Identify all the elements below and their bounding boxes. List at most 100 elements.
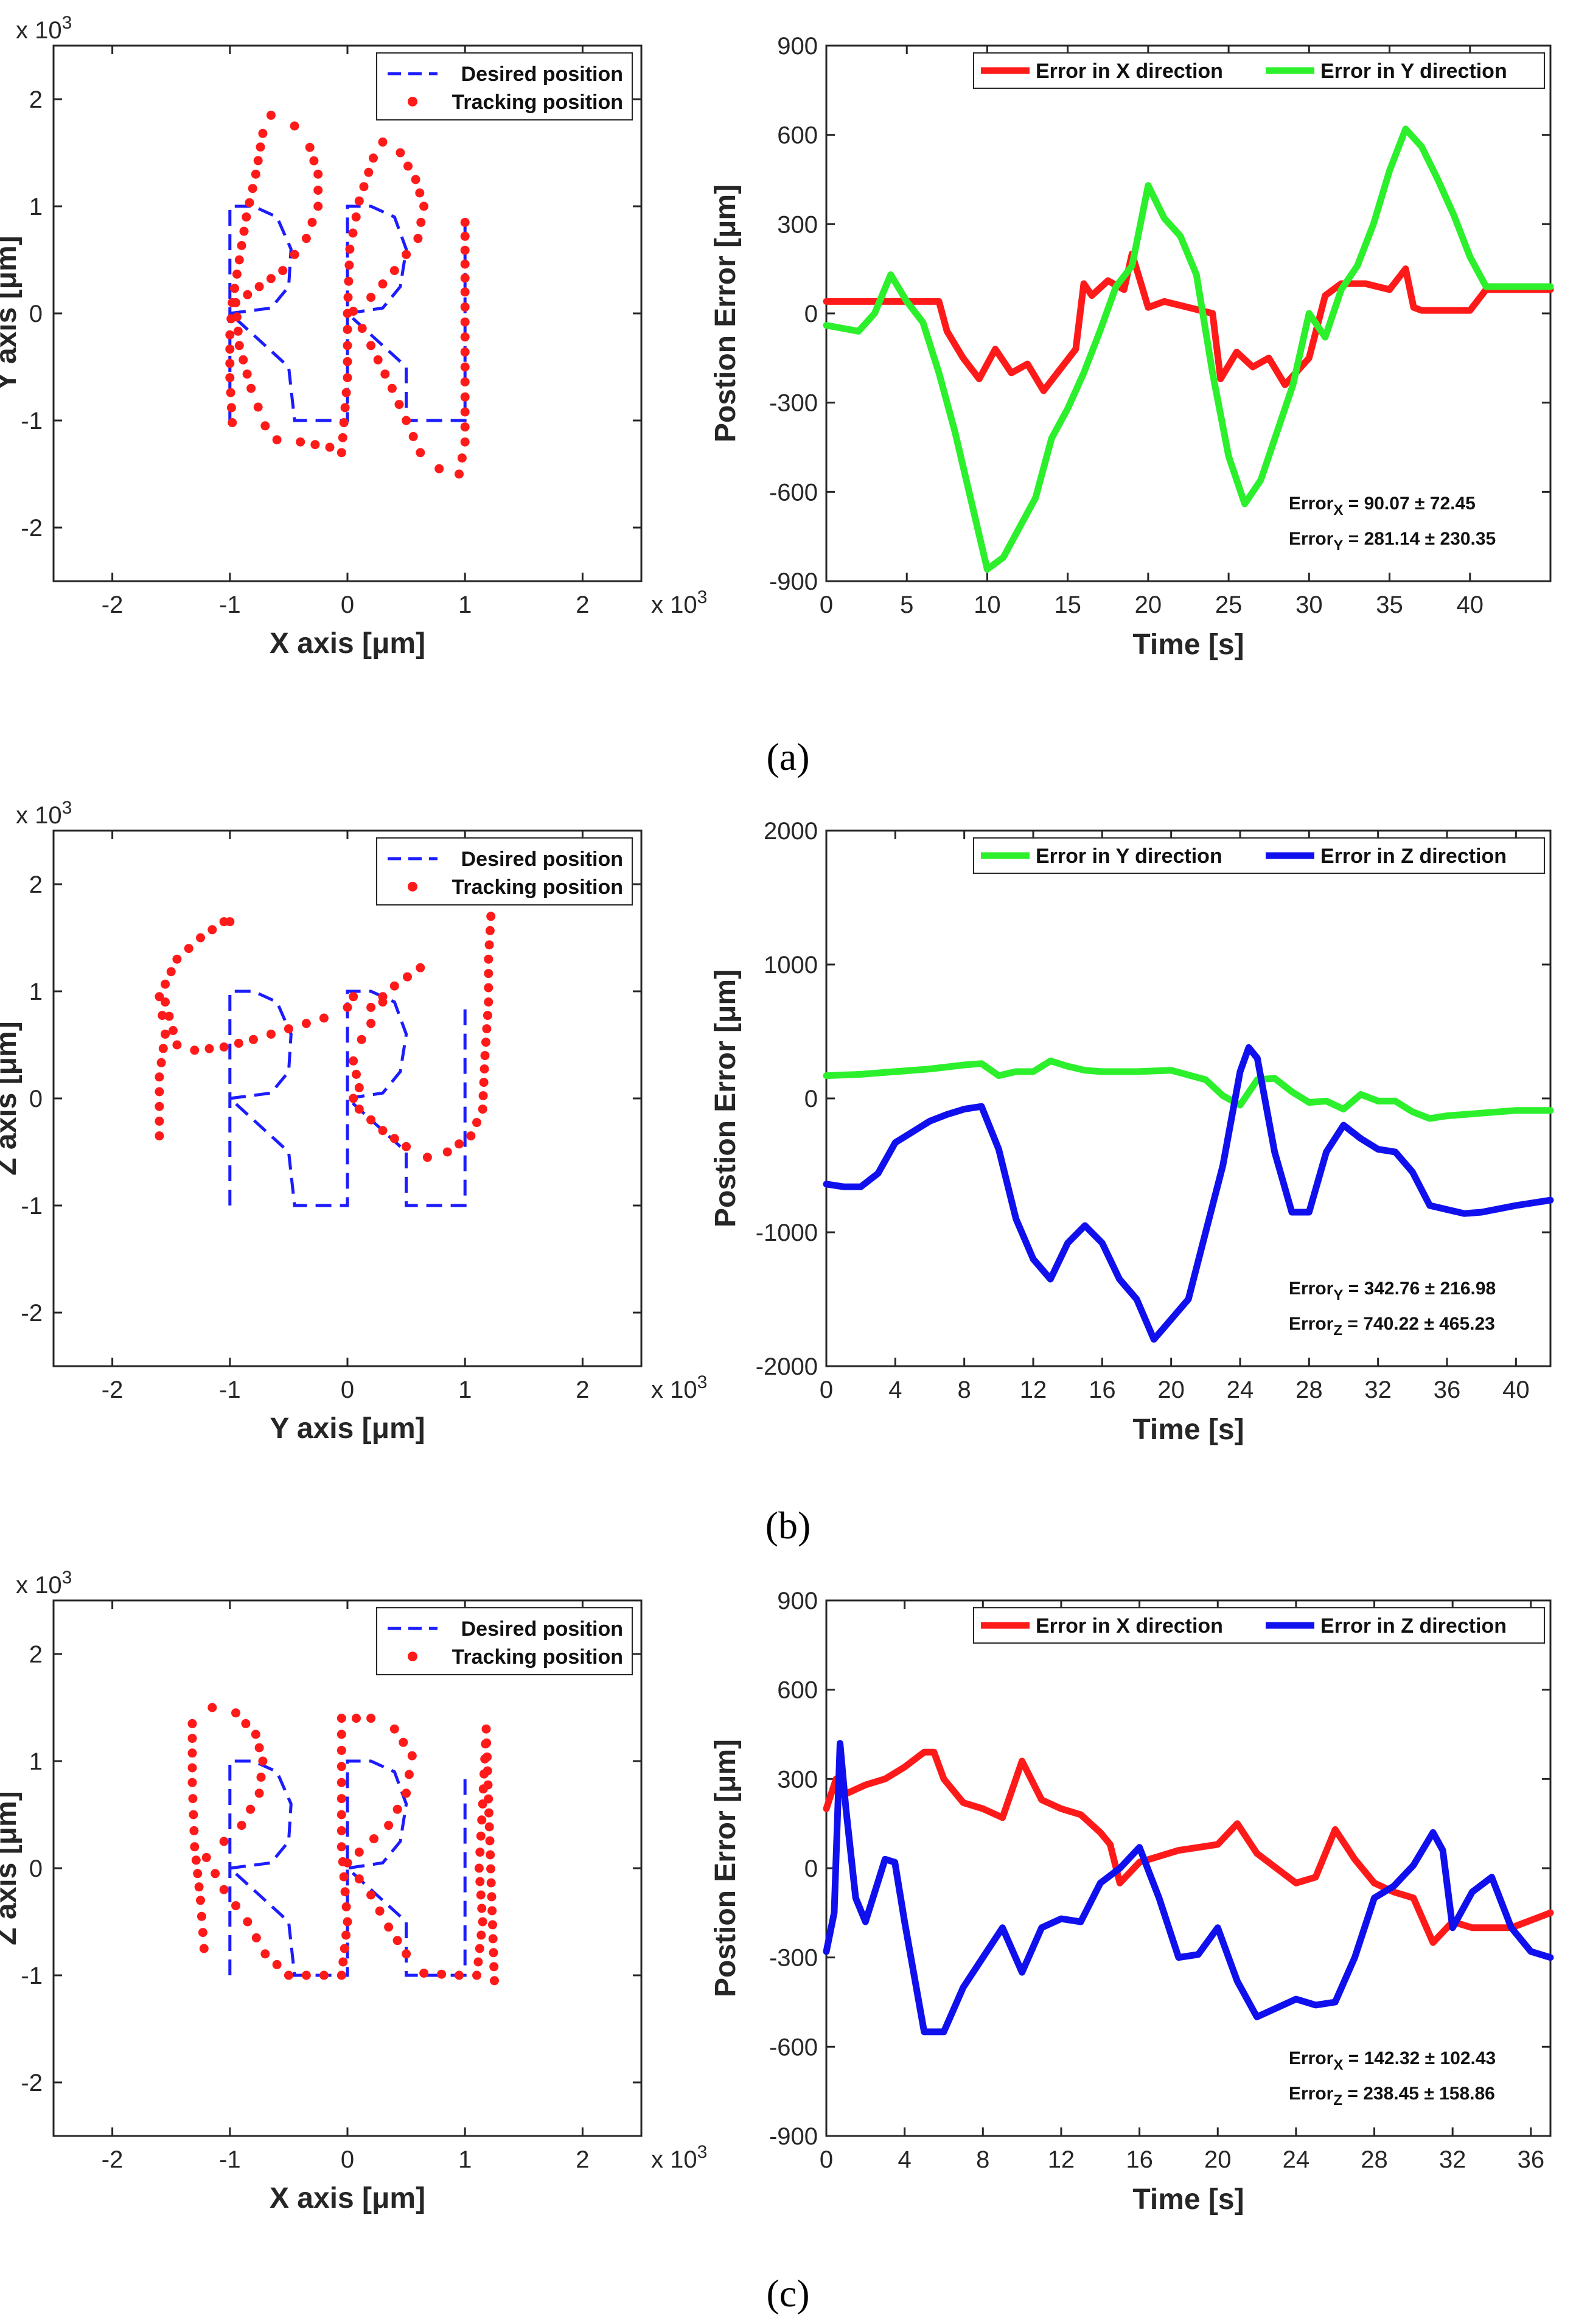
tracking-point <box>478 1917 487 1927</box>
x-exponent-base: x 10 <box>651 591 697 618</box>
tracking-point <box>366 1890 376 1900</box>
series-line-green <box>823 1057 1554 1122</box>
tracking-point <box>336 1970 346 1980</box>
tracking-point <box>225 344 235 354</box>
tracking-point <box>234 1038 243 1048</box>
x-tick-label: 16 <box>1126 2146 1153 2173</box>
tracking-point <box>336 1762 346 1771</box>
tracking-point <box>487 1892 497 1902</box>
tracking-point <box>219 1885 229 1894</box>
x-exponent-power: 3 <box>697 587 708 607</box>
tracking-point <box>460 422 470 432</box>
tracking-point <box>336 1810 346 1820</box>
y-tick-label: 600 <box>777 122 818 149</box>
tracking-point <box>266 110 276 120</box>
tracking-point <box>199 1944 209 1953</box>
stats-annotation: ErrorX = 90.07 ± 72.45 <box>1289 494 1476 518</box>
y-tick-label: -2000 <box>756 1353 818 1380</box>
tracking-point <box>399 1737 408 1747</box>
legend-tracking-swatch <box>408 97 417 106</box>
tracking-point <box>352 1714 361 1723</box>
x-tick-label: 0 <box>341 1377 354 1403</box>
stats-value: = 740.22 ± 465.23 <box>1342 1314 1495 1334</box>
legend-tracking-label: Tracking position <box>452 876 623 899</box>
tracking-point <box>490 1976 499 1986</box>
tracking-point <box>319 1970 329 1980</box>
y-axis-label: Postion Error [μm] <box>710 969 742 1227</box>
tracking-point <box>419 201 429 211</box>
y-tick-label: -600 <box>769 2034 818 2061</box>
plot-frame <box>825 829 1552 1367</box>
tracking-point <box>341 388 351 397</box>
tracking-point <box>155 992 164 1002</box>
chart-a-traj: -2 -1 0 1 2 2 1 0 -1 -2 X axis [μm] Y axis [μm] x 10… <box>0 13 707 660</box>
x-tick-label: 20 <box>1135 591 1162 618</box>
chart-b-err: 0 4 8 12 16 20 24 28 32 36 40 2000 1000 0 -1000 -2000 Ti… <box>710 818 1554 1446</box>
tracking-point <box>237 241 246 250</box>
x-exponent-base: x 10 <box>651 1377 697 1403</box>
legend-label: Error in Y direction <box>1036 845 1222 868</box>
y-tick-label: 300 <box>777 1766 818 1793</box>
x-axis-label: Time [s] <box>1132 1414 1244 1446</box>
x-tick-label: 28 <box>1361 2146 1388 2173</box>
legend-label: Error in X direction <box>1036 60 1223 83</box>
series-line-red <box>823 250 1554 394</box>
tracking-point <box>477 1815 487 1825</box>
y-tick-label: 1000 <box>764 952 818 979</box>
tracking-point <box>336 1729 346 1739</box>
tracking-point <box>343 324 352 334</box>
tracking-point <box>478 1104 487 1114</box>
x-exponent-power: 3 <box>697 1372 708 1392</box>
tracking-point <box>313 186 323 195</box>
legend-box <box>376 52 633 120</box>
tracking-point <box>416 217 426 227</box>
x-exponent-base: x 10 <box>651 2146 697 2173</box>
x-tick-label: 2 <box>576 591 589 618</box>
tracking-point <box>460 317 470 327</box>
tracking-point <box>258 128 268 138</box>
x-tick-label: 0 <box>341 591 354 618</box>
series-line-blue <box>823 1044 1554 1343</box>
tracking-point <box>343 1917 352 1927</box>
y-tick-label: -600 <box>769 479 818 506</box>
tracking-point <box>484 940 494 950</box>
tracking-point <box>475 1944 484 1953</box>
tracking-point <box>378 279 388 289</box>
tracking-point <box>364 167 374 177</box>
chart-b-traj: -2 -1 0 1 2 2 1 0 -1 -2 Y axis [μm] Z axis [μm] x 10… <box>0 798 707 1445</box>
tracking-point <box>155 1116 164 1126</box>
caption-b: (b) <box>765 1504 811 1547</box>
tracking-point <box>231 1901 240 1911</box>
tracking-point <box>369 1834 378 1844</box>
y-exponent-power: 3 <box>62 1568 72 1588</box>
legend-desired-label: Desired position <box>461 1617 623 1641</box>
tracking-point <box>325 442 335 452</box>
tracking-point <box>296 437 305 447</box>
x-tick-label: 20 <box>1204 2146 1232 2173</box>
tracking-point <box>243 290 253 299</box>
tracking-point <box>404 1770 414 1779</box>
tracking-point <box>211 1869 220 1879</box>
tracking-point <box>260 1949 270 1959</box>
x-axis-label: Time [s] <box>1132 629 1244 661</box>
plot-frame <box>52 1599 643 2137</box>
tracking-point <box>473 1957 483 1967</box>
tracking-point <box>481 1038 490 1047</box>
tracking-point <box>246 1804 256 1814</box>
tracking-point <box>366 293 376 302</box>
stats-label: Error <box>1289 1279 1334 1299</box>
tracking-point <box>460 437 470 447</box>
tracking-point <box>190 1842 200 1852</box>
caption-a: (a) <box>766 735 809 778</box>
tracking-point <box>343 1002 352 1012</box>
tracking-point <box>442 1147 452 1157</box>
tracking-point <box>349 307 358 316</box>
tracking-point <box>460 377 470 387</box>
tracking-point <box>242 369 252 379</box>
tracking-point <box>253 156 263 166</box>
tracking-point <box>278 266 288 276</box>
tracking-point <box>344 276 354 286</box>
tracking-point <box>226 403 236 413</box>
tracking-point <box>189 1826 199 1835</box>
